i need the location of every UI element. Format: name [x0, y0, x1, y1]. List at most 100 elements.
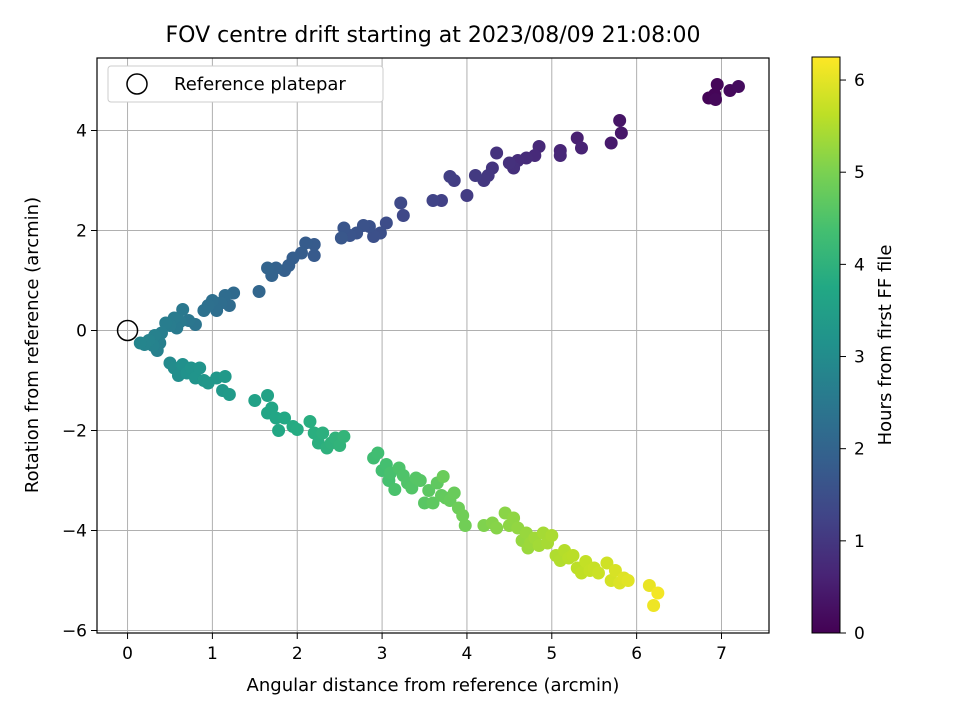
data-point: [710, 78, 724, 91]
data-point: [456, 509, 470, 522]
data-point: [394, 196, 408, 210]
colorbar: [811, 56, 841, 634]
colorbar-tick-label: 3: [854, 348, 865, 368]
data-point: [193, 361, 207, 375]
data-point: [133, 336, 147, 350]
data-point: [388, 483, 402, 496]
data-point: [337, 221, 351, 235]
colorbar-tick-label: 2: [854, 440, 865, 460]
data-point: [502, 156, 516, 170]
y-tick-label: 2: [76, 222, 87, 242]
data-point: [651, 586, 665, 600]
data-point: [367, 230, 381, 243]
data-point: [591, 566, 605, 580]
data-point: [642, 579, 656, 592]
data-point: [490, 146, 504, 160]
x-tick-label: 2: [292, 644, 303, 664]
data-point: [248, 394, 262, 407]
data-point: [337, 430, 351, 443]
data-point: [507, 511, 521, 525]
legend-marker-icon: [126, 73, 148, 95]
data-point: [272, 424, 286, 437]
data-point: [261, 389, 275, 402]
legend: Reference platepar: [107, 65, 384, 103]
data-point: [334, 231, 348, 245]
x-tick-label: 3: [377, 644, 388, 664]
data-point: [426, 496, 440, 510]
x-axis-label: Angular distance from reference (arcmin): [247, 675, 620, 696]
y-tick-label: 4: [76, 122, 87, 142]
colorbar-tick-label: 4: [854, 255, 865, 275]
colorbar-tick-label: 1: [854, 532, 865, 552]
legend-box: [107, 65, 384, 103]
data-point: [176, 303, 190, 316]
data-point: [731, 80, 745, 93]
y-tick-label: −4: [62, 522, 87, 542]
data-point: [460, 189, 474, 202]
colorbar-tick-label: 6: [854, 71, 865, 91]
data-point: [608, 564, 622, 577]
data-point: [252, 285, 266, 298]
data-point: [443, 170, 457, 183]
data-point: [566, 549, 580, 562]
x-tick-label: 0: [122, 644, 133, 664]
data-point: [553, 149, 567, 162]
data-point: [604, 136, 618, 150]
data-point: [159, 316, 173, 330]
data-point: [426, 194, 440, 207]
data-point: [290, 423, 304, 436]
data-point: [621, 574, 635, 587]
data-point: [490, 521, 504, 535]
colorbar-tick-label: 0: [854, 624, 865, 644]
data-point: [405, 481, 419, 495]
plot-frame: [96, 57, 770, 634]
colorbar-label: Hours from first FF file: [875, 245, 896, 446]
data-point: [545, 529, 559, 542]
data-point: [447, 486, 461, 500]
chart-title: FOV centre drift starting at 2023/08/09 …: [166, 23, 701, 48]
reference-platepar-marker: [116, 319, 139, 342]
data-point: [303, 415, 317, 428]
data-point: [299, 236, 313, 250]
data-point: [436, 470, 450, 483]
data-point: [709, 93, 723, 106]
legend-entry-reference: Reference platepar: [174, 74, 346, 95]
data-point: [613, 114, 627, 127]
colorbar-ticks: 0 1 2 3 4 5 6: [840, 71, 865, 644]
data-point: [197, 304, 211, 317]
data-point: [422, 484, 436, 497]
y-tick-label: −2: [62, 422, 87, 442]
data-point: [570, 131, 584, 145]
data-point: [307, 249, 321, 262]
data-point: [458, 519, 472, 532]
grid-lines: [97, 58, 769, 633]
data-point: [265, 401, 279, 415]
data-point: [614, 126, 628, 140]
data-point: [379, 216, 393, 230]
data-point: [468, 169, 482, 182]
data-point: [218, 370, 232, 383]
data-point: [222, 388, 236, 401]
y-axis-ticks: −6 −4 −2 0 2 4: [62, 122, 97, 642]
data-point: [574, 141, 588, 155]
data-point: [413, 474, 427, 487]
data-point: [261, 261, 275, 275]
y-axis-label: Rotation from reference (arcmin): [22, 197, 43, 493]
data-point: [371, 446, 385, 460]
x-tick-label: 7: [716, 644, 727, 664]
colorbar-tick-label: 5: [854, 163, 865, 183]
data-point: [600, 556, 614, 570]
data-point: [316, 426, 330, 440]
y-tick-label: 0: [76, 322, 87, 342]
data-point: [278, 411, 292, 425]
x-tick-label: 6: [631, 644, 642, 664]
y-tick-label: −6: [62, 622, 87, 642]
x-axis-ticks: 0 1 2 3 4 5 6 7: [122, 633, 727, 664]
data-point: [396, 209, 410, 222]
data-point: [647, 599, 661, 612]
scatter-points: [133, 78, 745, 612]
x-tick-label: 1: [207, 644, 218, 664]
x-tick-label: 4: [462, 644, 473, 664]
